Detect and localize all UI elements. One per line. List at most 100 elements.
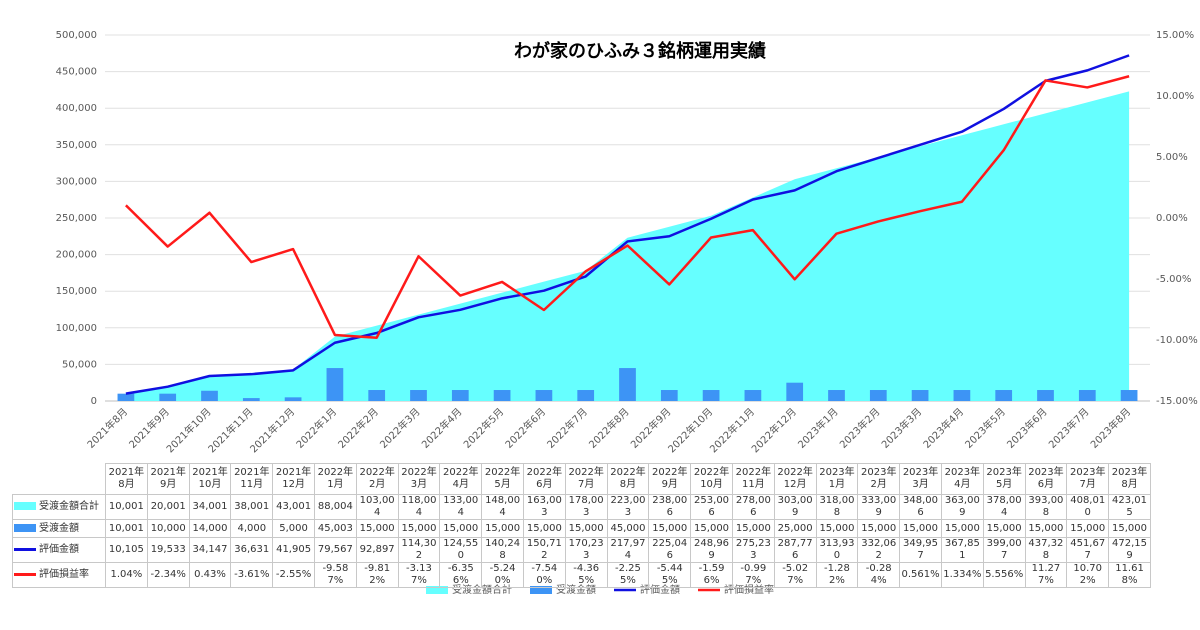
x-tick-label: 2023年3月	[879, 405, 925, 451]
table-cell: 15,000	[397, 519, 441, 538]
bar	[911, 390, 929, 401]
y2-tick-label: -15.00%	[1156, 396, 1198, 407]
y-tick-label: 350,000	[56, 140, 97, 151]
table-series-cell: 評価金額	[12, 537, 106, 563]
y2-tick-label: 10.00%	[1156, 91, 1194, 102]
table-cell: 238,006	[648, 494, 692, 520]
table-cell: 275,233	[731, 537, 775, 563]
bar	[1078, 390, 1096, 401]
line	[125, 54, 1130, 395]
table-header-cell: 2021年8月	[105, 463, 148, 495]
table-cell: 15,000	[1024, 519, 1068, 538]
table-cell: 11.277%	[1024, 562, 1068, 588]
x-tick-label: 2022年4月	[419, 405, 465, 451]
legend-marker	[530, 586, 552, 594]
table-row: 受渡金額 10,001 10,000 14,000 4,000 5,000 45,003 15…	[12, 519, 1151, 538]
y2-tick-label: -10.00%	[1156, 335, 1198, 346]
bar	[242, 398, 260, 401]
table-cell: 79,567	[313, 537, 357, 563]
y-tick-label: 50,000	[62, 359, 97, 370]
table-header-cell: 2023年7月	[1066, 463, 1110, 495]
table-cell: -2.255%	[606, 562, 650, 588]
table-cell: 437,328	[1024, 537, 1068, 563]
bar	[953, 390, 971, 401]
table-cell: 19,533	[146, 537, 190, 563]
table-cell: 25,000	[773, 519, 817, 538]
table-header-cell: 2022年10月	[690, 463, 733, 495]
bar	[995, 390, 1013, 401]
x-tick-label: 2023年8月	[1088, 405, 1134, 451]
table-cell: 92,897	[355, 537, 399, 563]
table-cell: 472,159	[1108, 537, 1151, 563]
table-cell: 15,000	[940, 519, 984, 538]
table-cell: 10,105	[105, 537, 148, 563]
x-tick-label: 2022年8月	[586, 405, 632, 451]
table-header-cell: 2022年11月	[731, 463, 775, 495]
table-cell: 15,000	[899, 519, 942, 538]
table-header-cell: 2022年2月	[355, 463, 399, 495]
table-header-cell: 2023年8月	[1108, 463, 1151, 495]
table-cell: -4.365%	[564, 562, 608, 588]
table-cell: -3.61%	[230, 562, 274, 588]
table-header-cell: 2021年10月	[188, 463, 232, 495]
table-cell: 10.702%	[1066, 562, 1110, 588]
x-tick-label: 2022年2月	[335, 405, 381, 451]
table-cell: 14,000	[188, 519, 232, 538]
y-tick-label: 450,000	[56, 67, 97, 78]
table-cell: 303,009	[773, 494, 817, 520]
table-cell: 88,004	[313, 494, 357, 520]
bar	[117, 393, 135, 401]
bar	[744, 390, 762, 401]
bar	[326, 368, 344, 401]
table-cell: 367,851	[940, 537, 984, 563]
table-header-cell: 2022年9月	[648, 463, 692, 495]
table-cell: 10,001	[105, 494, 148, 520]
x-tick-label: 2023年2月	[837, 405, 883, 451]
x-tick-label: 2023年6月	[1004, 405, 1050, 451]
bar	[786, 382, 804, 401]
table-header-cell: 2021年9月	[146, 463, 190, 495]
table-cell: 5,000	[272, 519, 315, 538]
table-header-cell: 2021年11月	[230, 463, 274, 495]
x-tick-label: 2023年1月	[795, 405, 841, 451]
table-cell: 332,062	[857, 537, 901, 563]
table-header-cell: 2022年4月	[439, 463, 483, 495]
table-cell: 133,004	[439, 494, 483, 520]
y-tick-label: 100,000	[56, 323, 97, 334]
table-marker	[14, 523, 36, 532]
bar	[660, 390, 678, 401]
y2-tick-label: -5.00%	[1156, 274, 1191, 285]
table-header-cell: 2022年6月	[522, 463, 566, 495]
table-cell: -9.587%	[313, 562, 357, 588]
x-tick-label: 2023年5月	[962, 405, 1008, 451]
table-cell: -2.34%	[146, 562, 190, 588]
table-header-cell: 2022年5月	[481, 463, 524, 495]
table-header-cell: 2023年5月	[982, 463, 1026, 495]
table-cell: 248,969	[690, 537, 733, 563]
table-header-row: 2021年8月 2021年9月 2021年10月 2021年11月 2021年12月 20…	[13, 463, 1151, 495]
table-cell: -7.540%	[522, 562, 566, 588]
table-cell: 15,000	[648, 519, 692, 538]
table-cell: 163,003	[522, 494, 566, 520]
x-tick-label: 2022年1月	[293, 405, 339, 451]
table-cell: 4,000	[230, 519, 274, 538]
bar	[1037, 390, 1054, 401]
bar	[284, 397, 302, 401]
x-tick-label: 2023年7月	[1046, 405, 1092, 451]
table-cell: 45,000	[606, 519, 650, 538]
table-row: 評価損益率 1.04% -2.34% 0.43% -3.61% -2.55% -9.587%…	[12, 562, 1151, 588]
table-cell: 399,007	[982, 537, 1026, 563]
y-tick-label: 400,000	[56, 103, 97, 114]
table-cell: 15,000	[522, 519, 566, 538]
table-header-cell: 2023年4月	[940, 463, 984, 495]
x-tick-label: 2022年12月	[749, 405, 799, 455]
table-cell: -0.284%	[857, 562, 901, 588]
table-cell: 393,008	[1024, 494, 1068, 520]
table-cell: -5.240%	[481, 562, 524, 588]
table-series-name: 評価金額	[39, 544, 79, 555]
table-cell: 15,000	[564, 519, 608, 538]
y-tick-label: 0	[91, 396, 97, 407]
x-tick-label: 2022年7月	[544, 405, 590, 451]
line	[125, 75, 1130, 339]
